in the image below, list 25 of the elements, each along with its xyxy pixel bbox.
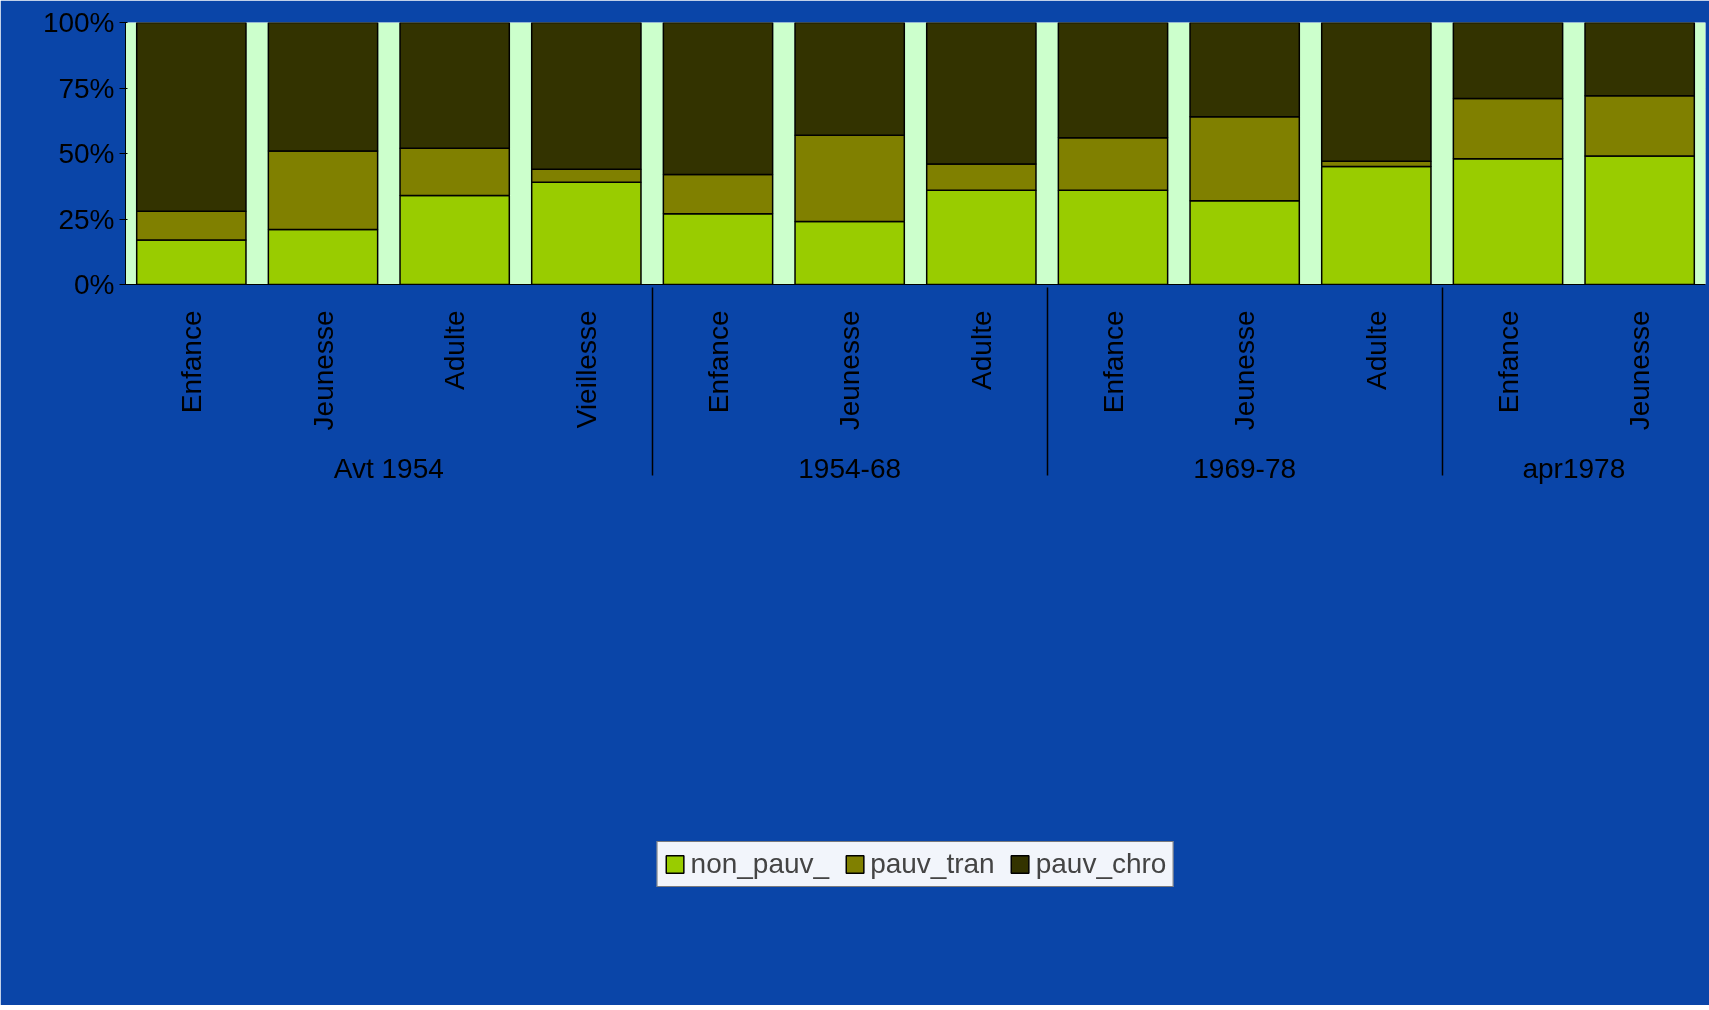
- text: Avt 1954: [333, 453, 444, 485]
- x-tick-label: Enfance: [1097, 310, 1129, 414]
- x-tick-label: Adulte: [439, 310, 471, 390]
- x-tick-label: Vieillesse: [570, 310, 602, 429]
- y-tick-label: 75%: [58, 72, 115, 104]
- legend-label: non_pauv_: [690, 848, 830, 880]
- x-tick-label: Jeunesse: [307, 310, 339, 431]
- x-tick-label: Jeunesse: [1229, 310, 1261, 431]
- x-tick-label: Enfance: [702, 310, 734, 414]
- text: 1954-68: [798, 453, 902, 485]
- y-tick-label: 25%: [58, 203, 115, 235]
- x-tick-label: Adulte: [1360, 310, 1392, 390]
- x-tick-label: Enfance: [1492, 310, 1524, 414]
- legend-label: pauv_tran: [870, 848, 995, 880]
- x-tick-label: Enfance: [175, 310, 207, 414]
- legend-label: pauv_chro: [1035, 848, 1167, 880]
- y-tick-label: 0%: [74, 269, 115, 300]
- bar: [1320, 22, 1432, 163]
- text: 1969-78: [1193, 453, 1297, 485]
- x-tick-label: Jeunesse: [834, 310, 866, 431]
- y-tick-label: 100%: [42, 7, 115, 38]
- x-tick-label: Jeunesse: [1624, 310, 1656, 431]
- y-tick-label: 50%: [58, 138, 115, 169]
- x-tick-label: Adulte: [965, 310, 997, 390]
- text: apr1978: [1522, 453, 1626, 485]
